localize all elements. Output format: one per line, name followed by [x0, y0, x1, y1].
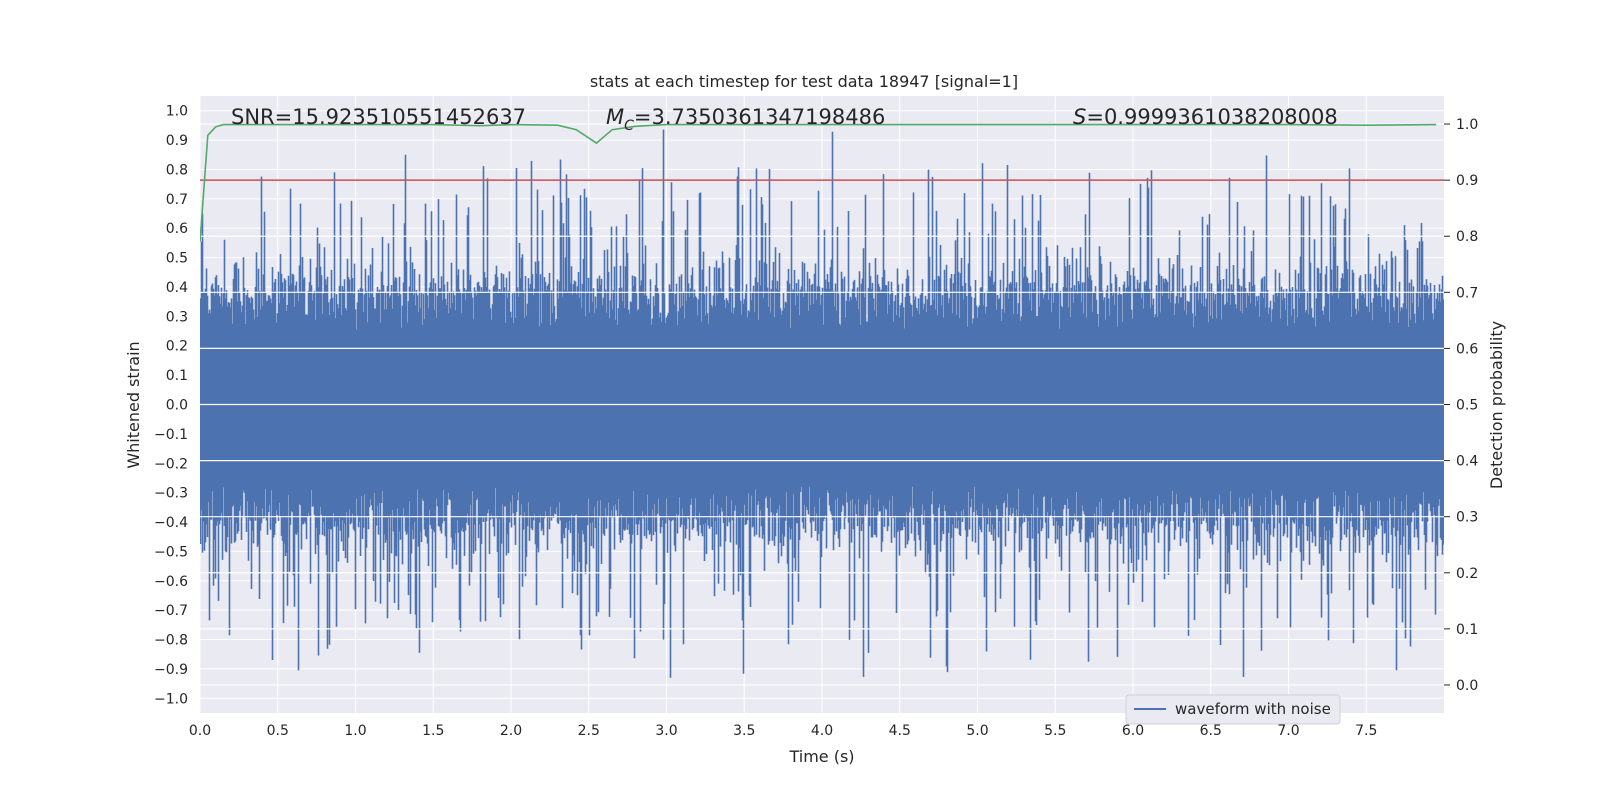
y2-tick-label: 0.5 [1456, 398, 1478, 414]
chart-title: stats at each timestep for test data 189… [590, 72, 1018, 91]
y2-tick-label: 0.7 [1456, 285, 1478, 301]
y2-tick-label: 0.4 [1456, 454, 1478, 470]
chirp-mass-subscript: C [624, 118, 634, 134]
y-tick-label: −1.0 [154, 691, 188, 707]
legend: waveform with noise [1125, 694, 1341, 725]
x-tick-label: 5.0 [966, 723, 988, 739]
y-tick-label: 0.5 [166, 251, 188, 267]
snr-annotation: SNR=15.923510551452637 [231, 105, 526, 129]
y-tick-label: 0.3 [166, 309, 188, 325]
statistic-symbol: S [1073, 105, 1086, 129]
y-tick-label: −0.5 [154, 544, 188, 560]
x-tick-label: 1.5 [422, 723, 444, 739]
y2-axis-label: Detection probability [1487, 321, 1506, 489]
probability-series-line [200, 123, 1437, 242]
x-tick-label: 4.0 [811, 723, 833, 739]
y-axis-label: Whitened strain [124, 341, 143, 468]
x-tick-label: 6.0 [1122, 723, 1144, 739]
y-axis-ticks: 1.0 0.9 0.8 0.7 0.6 0.5 0.4 0.3 0.2 0.1 0.0 −0.1 −0.… [154, 104, 188, 708]
x-tick-label: 3.0 [655, 723, 677, 739]
y-tick-label: −0.8 [154, 633, 188, 649]
y-tick-label: −0.3 [154, 486, 188, 502]
x-tick-label: 3.5 [733, 723, 755, 739]
statistic-value: =0.9999361038208008 [1086, 105, 1337, 129]
y-tick-label: −0.6 [154, 574, 188, 590]
x-tick-label: 0.5 [267, 723, 289, 739]
y-tick-label: 0.9 [166, 133, 188, 149]
y2-tick-label: 0.3 [1456, 510, 1478, 526]
y-tick-label: 0.8 [166, 162, 188, 178]
y2-tick-label: 0.8 [1456, 229, 1478, 245]
waveform-series [200, 129, 1444, 678]
y2-axis-ticks: 1.0 0.9 0.8 0.7 0.6 0.5 0.4 0.3 0.2 0.1 0.0 [1444, 117, 1478, 694]
x-tick-label: 5.5 [1044, 723, 1066, 739]
x-tick-label: 2.5 [578, 723, 600, 739]
x-axis-ticks: 0.0 0.5 1.0 1.5 2.0 2.5 3.0 3.5 4.0 4.5 5.0 5.5 6.0 6… [189, 723, 1378, 739]
y-tick-label: −0.7 [154, 603, 188, 619]
x-tick-label: 6.5 [1200, 723, 1222, 739]
y-tick-label: −0.1 [154, 427, 188, 443]
y-tick-label: 1.0 [166, 104, 188, 120]
y2-tick-label: 0.1 [1456, 622, 1478, 638]
waveform-core [200, 331, 1444, 484]
y-tick-label: −0.2 [154, 456, 188, 472]
legend-box [1125, 694, 1341, 725]
x-tick-label: 0.0 [189, 723, 211, 739]
chirp-mass-value: =3.7350361347198486 [634, 105, 885, 129]
y-tick-label: 0.6 [166, 221, 188, 237]
y-tick-label: −0.9 [154, 662, 188, 678]
y-tick-label: 0.1 [166, 368, 188, 384]
y2-tick-label: 0.6 [1456, 341, 1478, 357]
y-tick-label: 0.4 [166, 280, 188, 296]
y2-tick-label: 0.2 [1456, 566, 1478, 582]
x-tick-label: 7.0 [1277, 723, 1299, 739]
statistic-annotation: S=0.9999361038208008 [1073, 105, 1338, 129]
x-tick-label: 2.0 [500, 723, 522, 739]
y-tick-label: −0.4 [154, 515, 188, 531]
y2-tick-label: 1.0 [1456, 117, 1478, 133]
x-axis-label: Time (s) [788, 747, 854, 766]
y2-tick-label: 0.0 [1456, 678, 1478, 694]
y-tick-label: 0.7 [166, 192, 188, 208]
y2-tick-label: 0.9 [1456, 173, 1478, 189]
chirp-mass-annotation: MC=3.7350361347198486 [606, 105, 885, 134]
x-tick-label: 7.5 [1355, 723, 1377, 739]
legend-label: waveform with noise [1175, 700, 1331, 718]
y-tick-label: 0.0 [166, 398, 188, 414]
y-tick-label: 0.2 [166, 339, 188, 355]
chirp-mass-symbol: M [606, 105, 624, 129]
x-tick-label: 4.5 [889, 723, 911, 739]
x-tick-label: 1.0 [344, 723, 366, 739]
